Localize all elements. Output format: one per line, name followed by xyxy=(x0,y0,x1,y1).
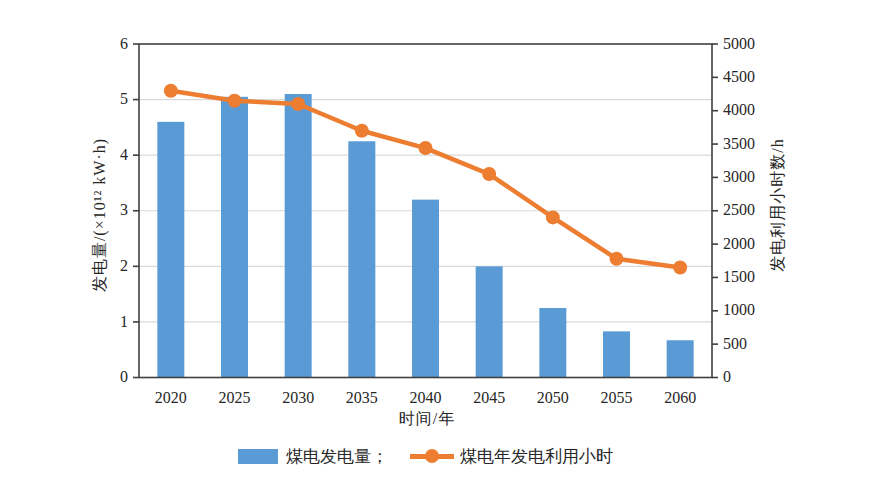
legend-line-marker-icon xyxy=(425,449,439,463)
bar-2050 xyxy=(539,308,566,377)
line-marker-2040 xyxy=(419,141,433,155)
right-tick-label-3000: 3000 xyxy=(723,168,755,185)
legend-label-line: 煤电年发电利用小时 xyxy=(460,445,613,468)
legend-line-swatch xyxy=(410,454,454,459)
x-tick-label-2045: 2045 xyxy=(473,389,505,406)
left-axis-title: 发电量/(×10¹² kW·h) xyxy=(90,138,111,292)
line-marker-2060 xyxy=(673,260,687,274)
left-tick-label-4: 4 xyxy=(120,146,128,163)
x-tick-label-2060: 2060 xyxy=(664,389,696,406)
line-marker-2045 xyxy=(482,167,496,181)
line-marker-2035 xyxy=(355,124,369,138)
line-marker-2025 xyxy=(228,94,242,108)
right-tick-label-0: 0 xyxy=(723,368,731,385)
line-marker-2030 xyxy=(291,97,305,111)
bar-2030 xyxy=(285,94,312,377)
left-tick-label-2: 2 xyxy=(120,257,128,274)
line-marker-2050 xyxy=(546,210,560,224)
left-tick-label-0: 0 xyxy=(120,368,128,385)
left-tick-label-3: 3 xyxy=(120,201,128,218)
line-marker-2020 xyxy=(164,84,178,98)
right-tick-label-3500: 3500 xyxy=(723,135,755,152)
right-tick-label-2000: 2000 xyxy=(723,235,755,252)
x-tick-label-2040: 2040 xyxy=(410,389,442,406)
right-axis-title: 发电利用小时数/h xyxy=(768,138,789,271)
chart-figure: 0 1 2 3 4 5 6 0 500 1000 1500 2000 2500 3000 3500 4000 4… xyxy=(0,0,879,501)
bar-2060 xyxy=(667,340,694,377)
x-tick-label-2020: 2020 xyxy=(155,389,187,406)
x-tick-label-2055: 2055 xyxy=(601,389,633,406)
bar-2055 xyxy=(603,331,630,377)
x-tick-label-2025: 2025 xyxy=(219,389,251,406)
line-marker-2055 xyxy=(610,252,624,266)
right-tick-label-4000: 4000 xyxy=(723,101,755,118)
left-tick-label-1: 1 xyxy=(120,313,128,330)
left-tick-label-6: 6 xyxy=(120,35,128,52)
bar-2045 xyxy=(476,266,503,377)
legend-label-bars: 煤电发电量； xyxy=(286,445,388,468)
x-tick-label-2030: 2030 xyxy=(282,389,314,406)
right-tick-label-1000: 1000 xyxy=(723,301,755,318)
legend-bar-swatch xyxy=(238,449,278,464)
right-tick-label-500: 500 xyxy=(723,335,747,352)
bar-2020 xyxy=(157,122,184,378)
bar-2035 xyxy=(348,141,375,377)
right-tick-label-2500: 2500 xyxy=(723,201,755,218)
x-tick-label-2035: 2035 xyxy=(346,389,378,406)
legend: 煤电发电量； 煤电年发电利用小时 xyxy=(139,444,712,468)
bar-2025 xyxy=(221,97,248,378)
x-axis-title: 时间/年 xyxy=(399,409,455,430)
right-tick-label-5000: 5000 xyxy=(723,35,755,52)
right-tick-label-1500: 1500 xyxy=(723,268,755,285)
x-tick-label-2050: 2050 xyxy=(537,389,569,406)
bar-2040 xyxy=(412,200,439,378)
left-tick-label-5: 5 xyxy=(120,90,128,107)
right-tick-label-4500: 4500 xyxy=(723,68,755,85)
